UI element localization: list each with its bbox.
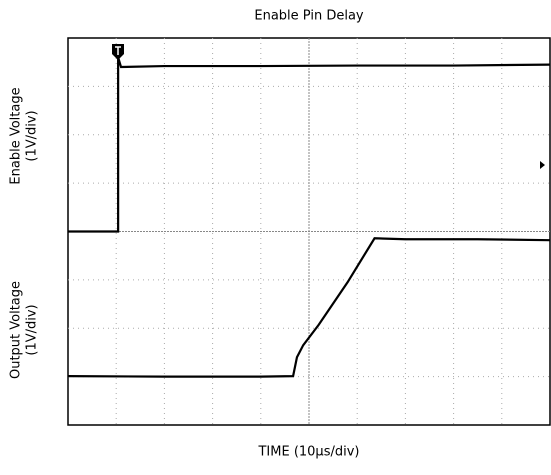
- y-axis-label-line: (1V/div): [25, 304, 40, 355]
- level-marker: [540, 161, 545, 169]
- trigger-letter: [115, 46, 121, 55]
- x-axis-label: TIME (10µs/div): [257, 445, 359, 460]
- y-axis-label-line: Enable Voltage: [9, 87, 24, 184]
- y-axis-label: Output Voltage (1V/div): [9, 281, 40, 379]
- trace: [68, 57, 551, 233]
- trace: [67, 237, 551, 378]
- chart-title: Enable Pin Delay: [254, 9, 364, 24]
- y-axis-label: Enable Voltage (1V/div): [9, 87, 40, 184]
- y-axis-label-line: Output Voltage: [9, 281, 24, 379]
- trigger-marker: [112, 44, 124, 60]
- y-axis-label-line: (1V/div): [25, 110, 40, 161]
- plot-area: [67, 37, 551, 426]
